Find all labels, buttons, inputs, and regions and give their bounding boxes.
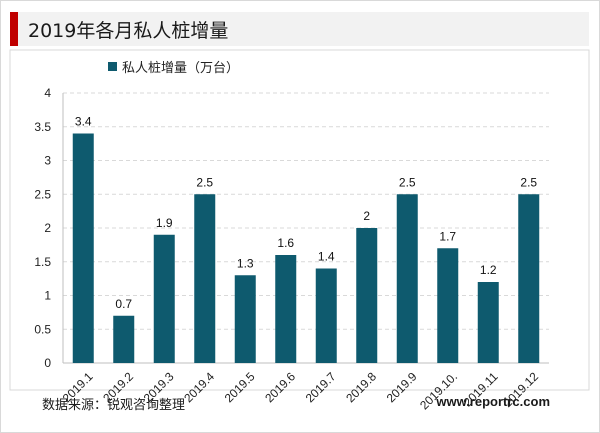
x-tick-label: 2019.4 — [181, 369, 217, 405]
legend-swatch — [108, 62, 117, 71]
data-label: 1.2 — [480, 263, 497, 277]
x-tick-label: 2019.8 — [343, 369, 379, 405]
data-label: 1.3 — [237, 256, 254, 270]
legend-label: 私人桩增量（万台） — [122, 61, 240, 76]
x-tick-label: 2019.6 — [262, 369, 298, 405]
bar — [477, 282, 499, 363]
y-tick-label: 3 — [44, 154, 51, 168]
bar — [153, 234, 175, 363]
bar — [275, 255, 297, 363]
y-tick-label: 0 — [44, 356, 51, 370]
data-label: 3.4 — [75, 115, 92, 129]
website-watermark: www.reportrc.com — [436, 394, 550, 409]
bar — [113, 315, 135, 363]
y-tick-label: 2 — [44, 221, 51, 235]
data-label: 2.5 — [520, 175, 537, 189]
data-label: 2 — [363, 209, 370, 223]
y-tick-label: 1.5 — [34, 255, 51, 269]
x-tick-label: 2019.9 — [384, 369, 420, 405]
bar — [518, 194, 540, 363]
bar — [72, 133, 94, 363]
data-label: 1.6 — [277, 236, 294, 250]
x-tick-label: 2019.5 — [222, 369, 258, 405]
plot-area-border — [9, 49, 590, 391]
title-accent-bar — [10, 12, 18, 46]
bar — [194, 194, 216, 363]
data-label: 1.4 — [318, 250, 335, 264]
data-label: 1.9 — [156, 216, 173, 230]
data-label: 2.5 — [196, 175, 213, 189]
y-tick-label: 3.5 — [34, 120, 51, 134]
x-tick-label: 2019.7 — [303, 369, 339, 405]
bar — [234, 275, 256, 363]
y-tick-label: 1 — [44, 289, 51, 303]
legend: 私人桩增量（万台） — [108, 57, 239, 76]
y-tick-label: 0.5 — [34, 322, 51, 336]
bar — [437, 248, 459, 363]
chart-title: 2019年各月私人桩增量 — [28, 20, 229, 42]
data-label: 0.7 — [115, 297, 132, 311]
title-bar — [10, 12, 589, 46]
data-source-note: 数据来源：锐观咨询整理 — [42, 398, 186, 413]
y-tick-label: 2.5 — [34, 187, 51, 201]
bar — [315, 268, 337, 363]
y-tick-label: 4 — [44, 86, 51, 100]
data-label: 2.5 — [399, 175, 416, 189]
data-label: 1.7 — [439, 229, 456, 243]
bar — [356, 228, 378, 363]
bar — [396, 194, 418, 363]
